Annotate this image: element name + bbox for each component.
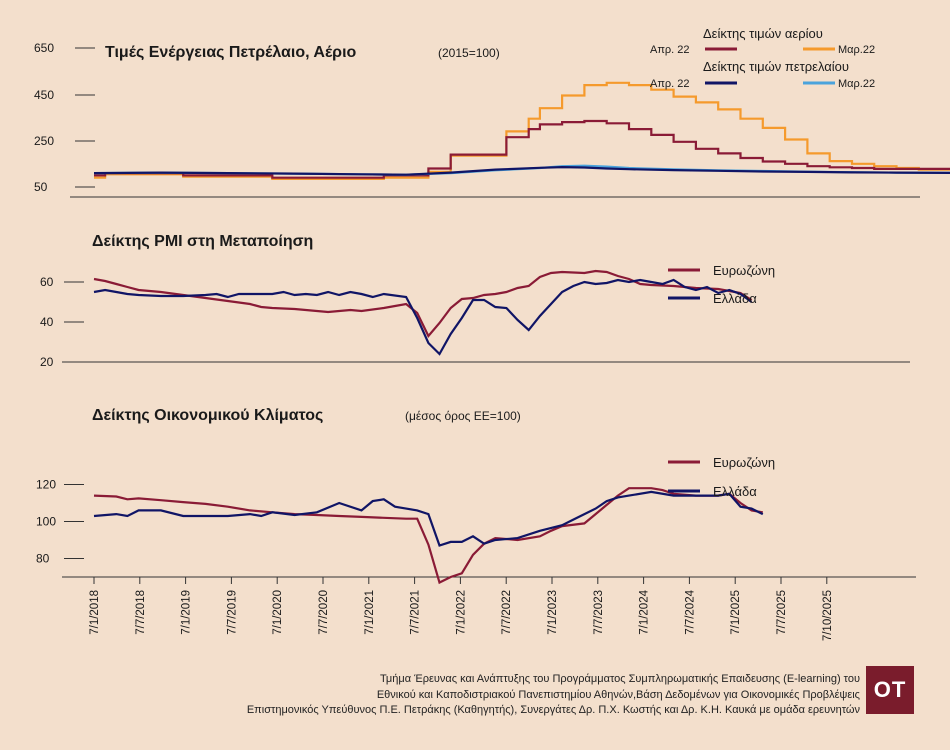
series-line <box>93 165 950 176</box>
series-line <box>93 490 764 547</box>
footer-line: Επιστημονικός Υπεύθυνος Π.Ε. Πετράκης (Κ… <box>246 704 860 716</box>
x-tick-label: 7/10/2025 <box>822 590 834 641</box>
x-tick-label: 7/1/2019 <box>181 590 193 635</box>
legend-label: Ελλάδα <box>713 484 757 499</box>
x-tick-label: 7/7/2018 <box>135 590 147 635</box>
y-tick-label: 50 <box>34 180 48 194</box>
legend-label: Απρ. 22 <box>650 78 690 90</box>
y-tick-label: 250 <box>34 134 54 148</box>
x-tick-label: 7/1/2022 <box>455 590 467 635</box>
x-tick-label: 7/1/2020 <box>272 590 284 635</box>
x-tick-label: 7/7/2025 <box>776 590 788 635</box>
legend-label: Μαρ.22 <box>838 78 875 90</box>
x-tick-label: 7/1/2018 <box>89 590 101 635</box>
y-tick-label: 450 <box>34 88 54 102</box>
y-tick-label: 650 <box>34 41 54 55</box>
series-line <box>93 269 753 338</box>
chart-subtitle: (2015=100) <box>438 46 500 60</box>
x-tick-label: 7/7/2021 <box>410 590 422 635</box>
chart-subtitle: (μέσος όρος ΕΕ=100) <box>405 409 521 423</box>
footer-credits: Τμήμα Έρευνας και Ανάπτυξης του Προγράμμ… <box>100 672 860 719</box>
chart-title: Δείκτης Οικονομικού Κλίματος <box>92 407 323 424</box>
y-tick-label: 80 <box>36 552 50 566</box>
legend-title: Δείκτης τιμών πετρελαίου <box>703 59 849 74</box>
x-tick-label: 7/7/2022 <box>501 590 513 635</box>
x-tick-label: 7/7/2019 <box>226 590 238 635</box>
chart-title: Δείκτης PMI στη Μεταποίηση <box>92 233 313 250</box>
legend-title: Δείκτης τιμών αερίου <box>703 26 823 41</box>
legend-label: Ελλάδα <box>713 291 757 306</box>
legend-label: Απρ. 22 <box>650 44 690 56</box>
series-line <box>93 487 763 585</box>
x-tick-label: 7/1/2021 <box>364 590 376 635</box>
x-tick-label: 7/1/2025 <box>730 590 742 635</box>
y-tick-label: 20 <box>40 355 54 369</box>
ot-logo: OT <box>866 666 914 714</box>
legend-label: Μαρ.22 <box>838 44 875 56</box>
series-line <box>93 278 753 356</box>
x-tick-label: 7/7/2024 <box>684 589 696 634</box>
y-tick-label: 60 <box>40 275 54 289</box>
x-tick-label: 7/1/2023 <box>547 590 559 635</box>
y-tick-label: 100 <box>36 515 56 529</box>
series-line <box>94 81 950 180</box>
footer-line: Τμήμα Έρευνας και Ανάπτυξης του Προγράμμ… <box>379 673 860 685</box>
x-tick-label: 7/7/2023 <box>593 590 605 635</box>
y-tick-label: 40 <box>40 315 54 329</box>
chart-title: Τιμές Ενέργειας Πετρέλαιο, Αέριο <box>105 44 357 61</box>
y-tick-label: 120 <box>36 478 56 492</box>
x-tick-label: 7/7/2020 <box>318 590 330 635</box>
legend-label: Ευρωζώνη <box>713 455 775 470</box>
footer-line: Εθνικού και Καποδιστριακού Πανεπιστημίου… <box>376 688 860 701</box>
x-tick-label: 7/1/2024 <box>639 589 651 634</box>
legend-label: Ευρωζώνη <box>713 263 775 278</box>
